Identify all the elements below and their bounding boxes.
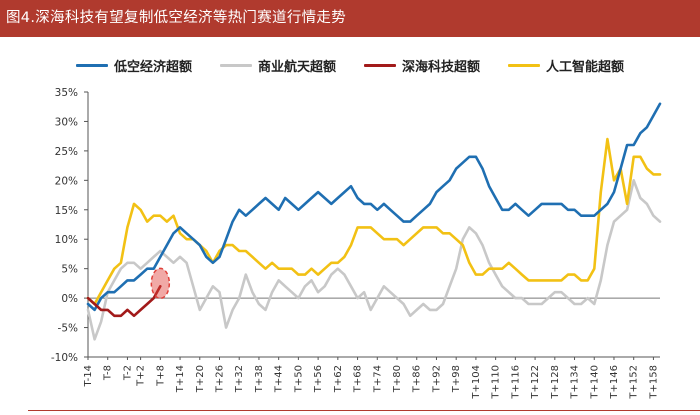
legend-swatch [219, 63, 252, 67]
legend-swatch [75, 63, 108, 67]
legend-label: 人工智能超额 [546, 59, 625, 75]
footer-divider [28, 410, 700, 411]
y-tick-label: 5% [61, 264, 78, 276]
x-tick-label: T+62 [333, 365, 344, 393]
x-tick-label: T+74 [372, 365, 383, 393]
x-tick-label: T+140 [589, 365, 600, 400]
y-tick-label: 30% [55, 116, 78, 128]
x-tick-label: T-14 [83, 365, 94, 388]
x-tick-label: T+152 [629, 365, 640, 400]
x-tick-label: T+104 [471, 365, 482, 400]
x-tick-label: T+68 [353, 365, 364, 393]
y-tick-label: -5% [58, 323, 78, 335]
x-tick-label: T+116 [510, 365, 521, 400]
x-tick-label: T+92 [431, 365, 442, 393]
y-tick-label: 15% [55, 205, 78, 217]
x-tick-label: T+20 [195, 365, 206, 393]
x-tick-label: T+122 [530, 365, 541, 400]
legend-label: 低空经济超额 [113, 59, 192, 75]
legend-label: 商业航天超额 [257, 59, 336, 75]
x-tick-label: T+146 [609, 365, 620, 400]
x-tick-label: T+134 [570, 365, 581, 400]
series-line-low-altitude [86, 102, 662, 312]
series-line-commercial-space [86, 179, 662, 341]
y-tick-label: 0% [61, 293, 78, 305]
y-tick-label: 10% [55, 234, 78, 246]
x-tick-label: T+56 [313, 365, 324, 393]
legend: 低空经济超额 商业航天超额 深海科技超额 人工智能超额 [0, 52, 700, 78]
legend-swatch [364, 63, 396, 67]
legend-item-deep-sea: 深海科技超额 [364, 56, 480, 75]
x-tick-label: T+26 [214, 365, 225, 393]
x-tick-label: T+8 [155, 365, 166, 387]
x-tick-label: T+44 [274, 365, 285, 393]
x-tick-label: T+86 [412, 365, 423, 393]
x-tick-label: T+38 [254, 365, 265, 393]
x-tick-label: T+98 [451, 365, 462, 393]
x-tick-label: T+2 [136, 365, 147, 387]
y-tick-label: 20% [55, 175, 78, 187]
x-tick-label: T-2 [122, 365, 133, 381]
legend-item-low-altitude: 低空经济超额 [75, 56, 192, 75]
x-tick-label: T+50 [293, 365, 304, 393]
y-tick-label: 35% [55, 87, 78, 99]
x-tick-label: T+80 [392, 365, 403, 393]
series-line-deep-sea [86, 285, 162, 318]
legend-item-ai: 人工智能超额 [508, 56, 624, 75]
x-tick-label: T-8 [103, 365, 114, 381]
y-tick-label: -10% [51, 352, 78, 364]
highlight-circle [150, 267, 171, 300]
x-tick-label: T+110 [491, 365, 502, 400]
chart-title: 图4.深海科技有望复制低空经济等热门赛道行情走势 [0, 0, 700, 37]
x-tick-label: T+14 [175, 365, 186, 393]
x-tick-label: T+32 [234, 365, 245, 393]
legend-item-commercial-space: 商业航天超额 [219, 56, 336, 75]
legend-swatch [508, 63, 541, 67]
x-tick-label: T+128 [550, 365, 561, 400]
legend-label: 深海科技超额 [402, 59, 481, 75]
x-tick-label: T+158 [648, 365, 659, 400]
series-line-ai [86, 137, 662, 306]
y-tick-label: 25% [55, 146, 78, 158]
